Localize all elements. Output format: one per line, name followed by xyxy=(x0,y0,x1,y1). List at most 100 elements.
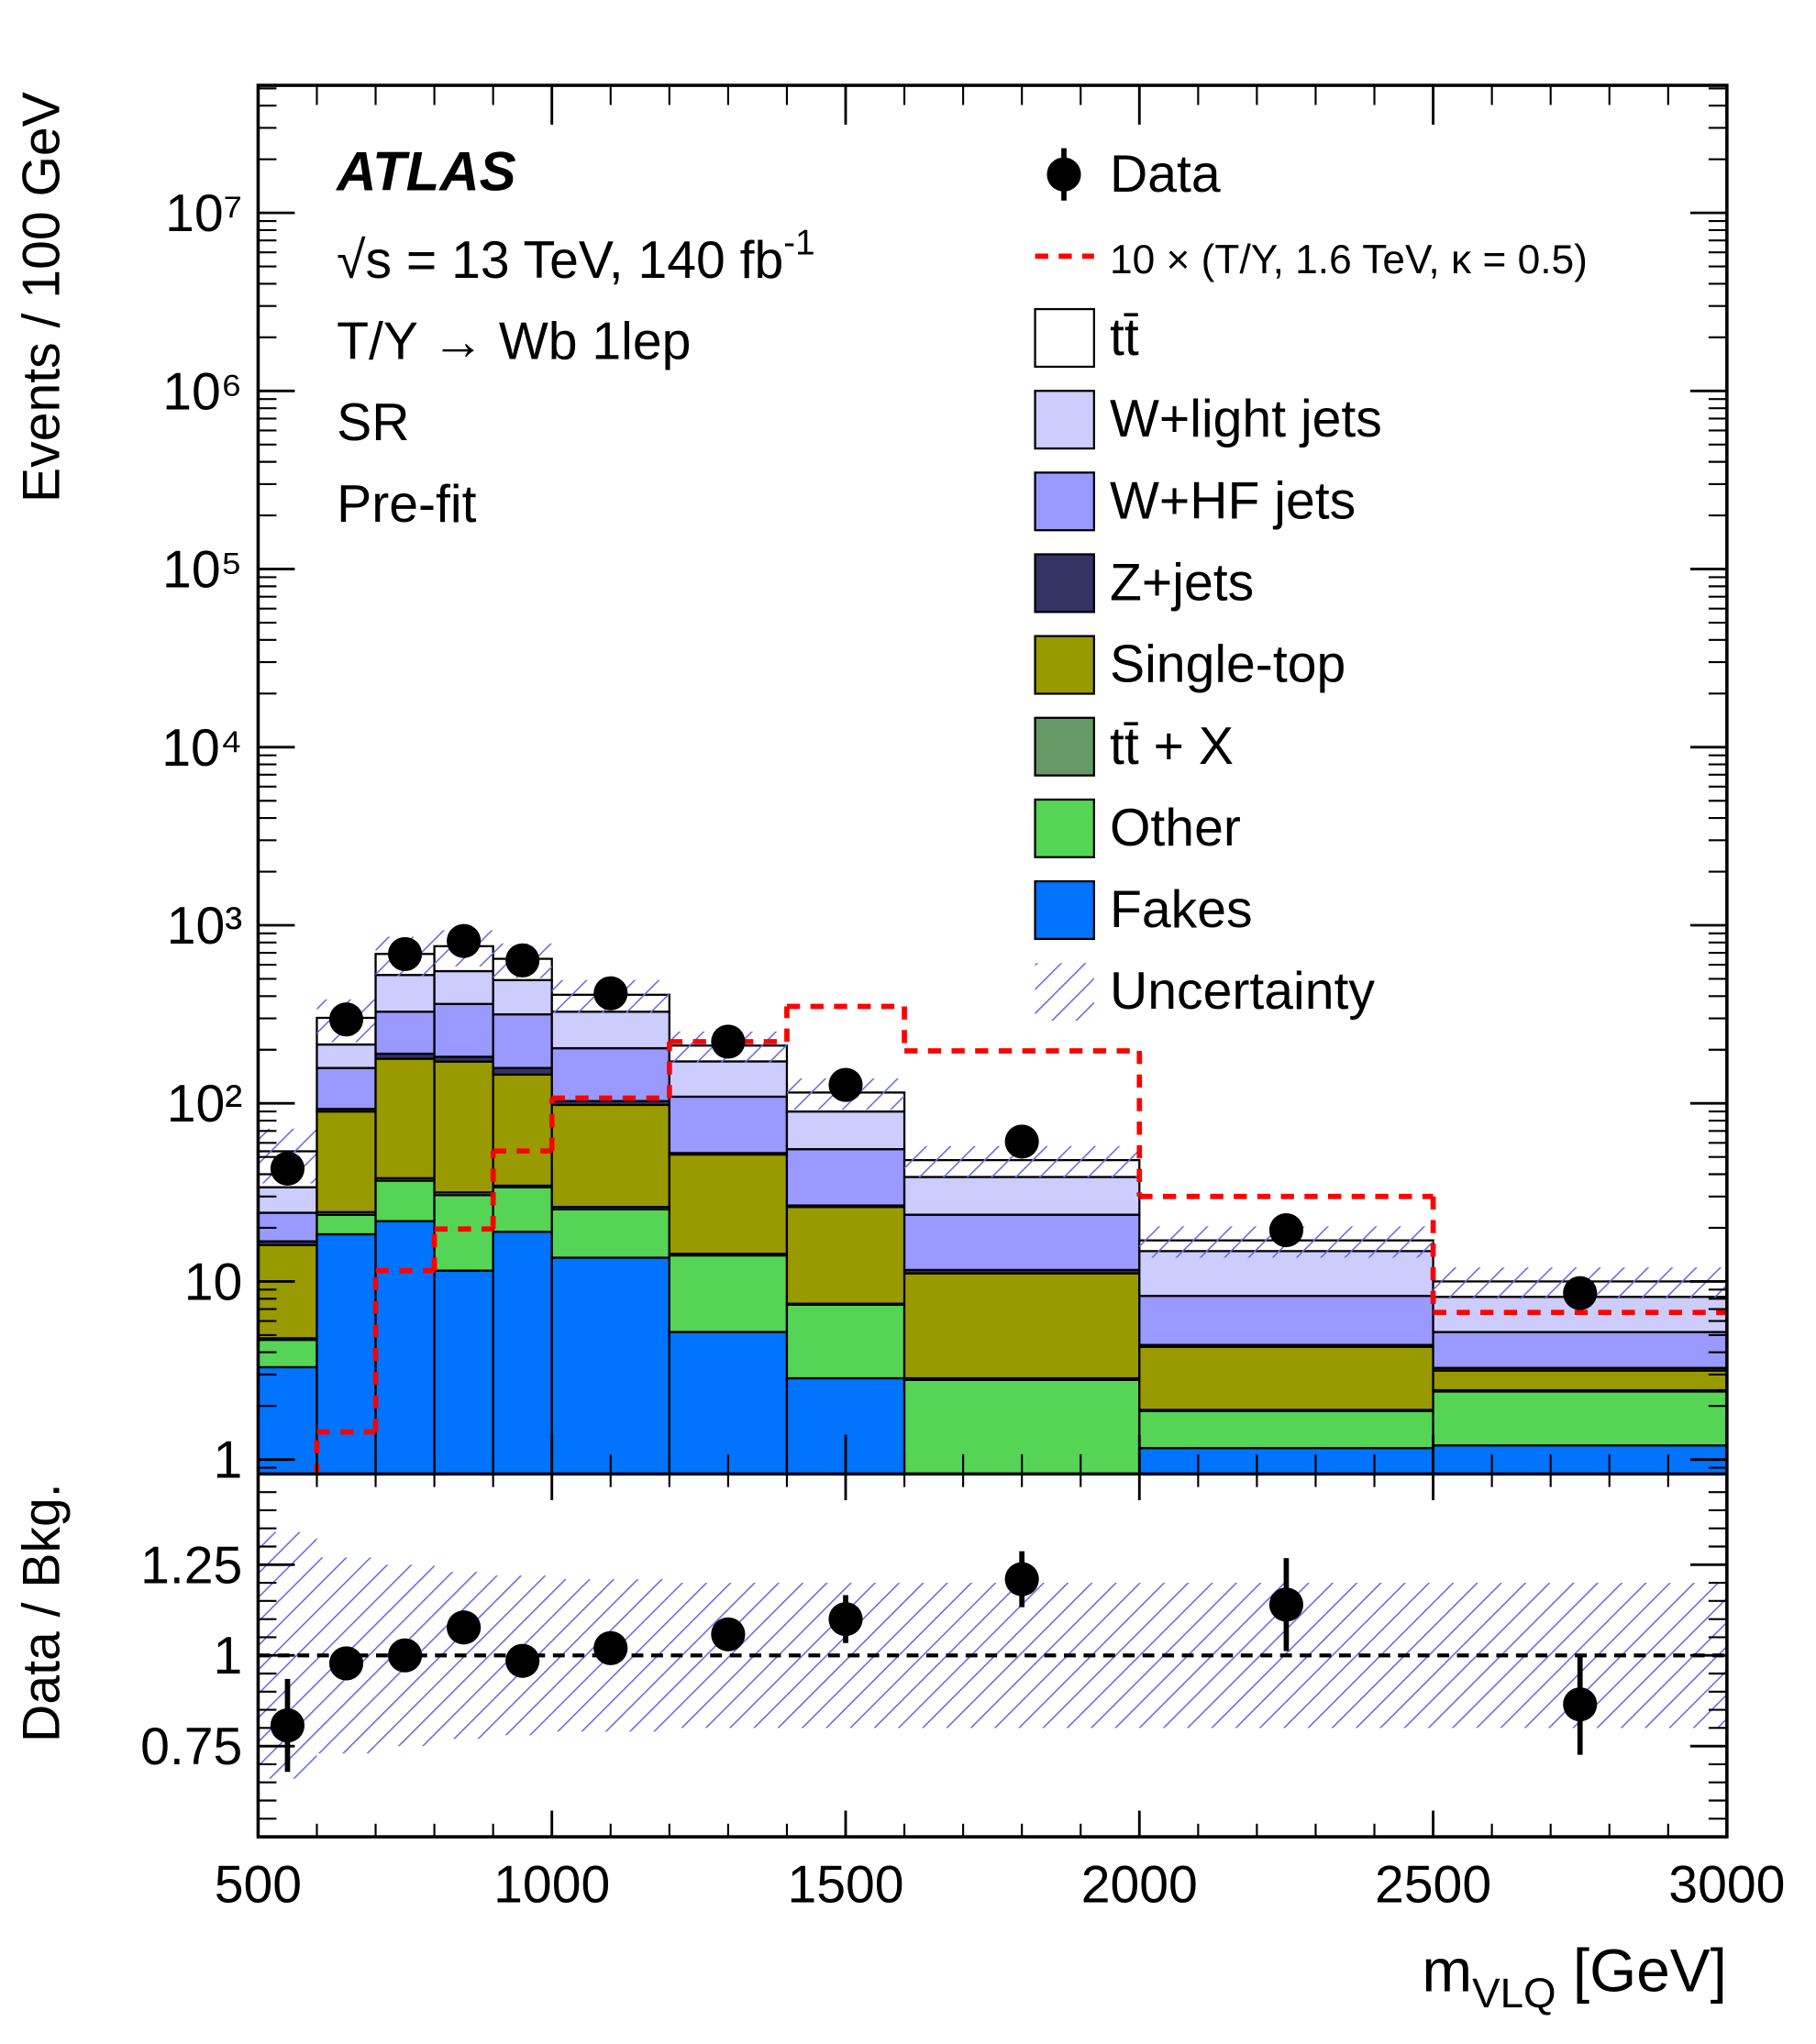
ratio-point xyxy=(447,1610,482,1645)
y-tick-label: 10⁴ xyxy=(161,719,242,778)
legend-swatch xyxy=(1034,471,1095,532)
legend-label: tt̄ xyxy=(1110,308,1139,367)
stack-segment xyxy=(374,1057,436,1179)
stack-segment xyxy=(433,1269,494,1475)
legend-label: Z+jets xyxy=(1110,554,1254,613)
plot-frame xyxy=(256,83,1729,1839)
stack-segment xyxy=(316,1043,377,1069)
stack-segment xyxy=(492,1186,553,1233)
x-label-unit: [GeV] xyxy=(1556,1938,1727,2005)
data-point xyxy=(711,1024,746,1059)
stage-label: Pre-fit xyxy=(337,475,476,534)
stack-segment xyxy=(1138,1250,1434,1298)
stack-segment xyxy=(668,1095,789,1155)
ratio-point xyxy=(328,1646,364,1681)
energy-label: √s = 13 TeV, 140 fb-1 xyxy=(337,223,814,290)
stack-segment xyxy=(374,1220,436,1475)
legend-swatch xyxy=(1034,635,1095,695)
legend-label: Uncertainty xyxy=(1110,962,1375,1021)
stack-segment xyxy=(433,1002,494,1058)
stack-segment xyxy=(550,1208,670,1259)
y-tick-label: 10³ xyxy=(167,897,243,956)
data-point xyxy=(447,923,482,958)
data-point xyxy=(593,976,628,1011)
legend-swatch xyxy=(1034,716,1095,777)
stack-segment xyxy=(902,1272,1141,1380)
stack-segment xyxy=(316,1232,377,1475)
stack-segment xyxy=(316,1066,377,1110)
ratio-point xyxy=(711,1617,746,1652)
stack-segment xyxy=(668,1331,789,1475)
legend-swatch xyxy=(1034,390,1095,450)
ratio-y-tick-label: 0.75 xyxy=(140,1718,242,1776)
y-tick-label: 10⁷ xyxy=(165,184,242,243)
stack-segment xyxy=(785,1206,906,1305)
stack-segment xyxy=(492,978,553,1016)
stack-segment xyxy=(374,974,436,1013)
x-axis-label: mVLQ [GeV] xyxy=(1422,1938,1726,2016)
data-point xyxy=(505,943,540,978)
y-tick-label: 10⁵ xyxy=(162,541,242,600)
stack-segment xyxy=(1138,1409,1434,1450)
legend-label: W+HF jets xyxy=(1110,471,1356,530)
ratio-band xyxy=(669,1583,787,1729)
legend-label: Other xyxy=(1110,799,1241,857)
stack-segment xyxy=(1138,1446,1434,1475)
stack-segment xyxy=(1432,1444,1727,1475)
legend-swatch xyxy=(1034,798,1095,858)
stack-segment xyxy=(785,1110,906,1151)
stack-segment xyxy=(785,1303,906,1380)
x-tick-label: 500 xyxy=(215,1855,302,1914)
stack-segment xyxy=(785,1148,906,1207)
stack-segment xyxy=(258,1243,318,1340)
legend-label: Single-top xyxy=(1110,635,1345,694)
legend-label: tt̄ + X xyxy=(1110,717,1234,776)
ratio-y-axis-label: Data / Bkg. xyxy=(12,1483,71,1742)
stack-segment xyxy=(668,1254,789,1333)
y-axis-label: Events / 100 GeV xyxy=(12,92,71,503)
data-point xyxy=(1004,1124,1039,1159)
legend-label: Data xyxy=(1110,145,1221,204)
stack-segment xyxy=(668,1153,789,1255)
x-tick-label: 2000 xyxy=(1081,1855,1198,1914)
ratio-point xyxy=(828,1602,863,1637)
stack-segment xyxy=(1432,1331,1727,1369)
data-point xyxy=(328,1002,364,1037)
region-label: SR xyxy=(337,393,409,452)
stack-segment xyxy=(492,1231,553,1475)
x-tick-label: 1500 xyxy=(787,1855,903,1914)
ratio-y-tick-label: 1 xyxy=(214,1627,243,1685)
stack-segment xyxy=(1138,1345,1434,1411)
legend-marker xyxy=(1046,157,1081,192)
x-label-sub: VLQ xyxy=(1472,1970,1556,2016)
stack-segment xyxy=(492,1073,553,1188)
stack-segment xyxy=(492,1013,553,1069)
stack-segment xyxy=(258,1338,318,1369)
stack-segment xyxy=(258,1365,318,1475)
ratio-plot xyxy=(258,1531,1727,1779)
legend-swatch xyxy=(1034,879,1095,941)
stack-segment xyxy=(1138,1294,1434,1346)
energy-sup: -1 xyxy=(783,223,814,262)
ratio-point xyxy=(1563,1687,1598,1722)
stack-segment xyxy=(374,1179,436,1222)
legend-swatch xyxy=(1034,553,1095,613)
stack-segment xyxy=(374,1011,436,1055)
stack-segment xyxy=(550,1011,670,1050)
ratio-point xyxy=(505,1643,540,1678)
y-tick-label: 10² xyxy=(167,1075,243,1133)
legend-label: Fakes xyxy=(1110,880,1253,939)
stack-segment xyxy=(258,1186,318,1214)
stack-segment xyxy=(668,1060,789,1099)
stack-segment xyxy=(316,1213,377,1236)
stack-segment xyxy=(433,1060,494,1194)
legend-swatch xyxy=(1034,307,1095,369)
x-tick-label: 1000 xyxy=(493,1855,610,1914)
channel-label: T/Y → Wb 1lep xyxy=(337,313,691,371)
legend-swatch xyxy=(1035,963,1094,1022)
legend-label: W+light jets xyxy=(1110,390,1382,448)
stack-segment xyxy=(433,969,494,1005)
stack-segment xyxy=(902,1213,1141,1272)
stack-segment xyxy=(550,1103,670,1209)
